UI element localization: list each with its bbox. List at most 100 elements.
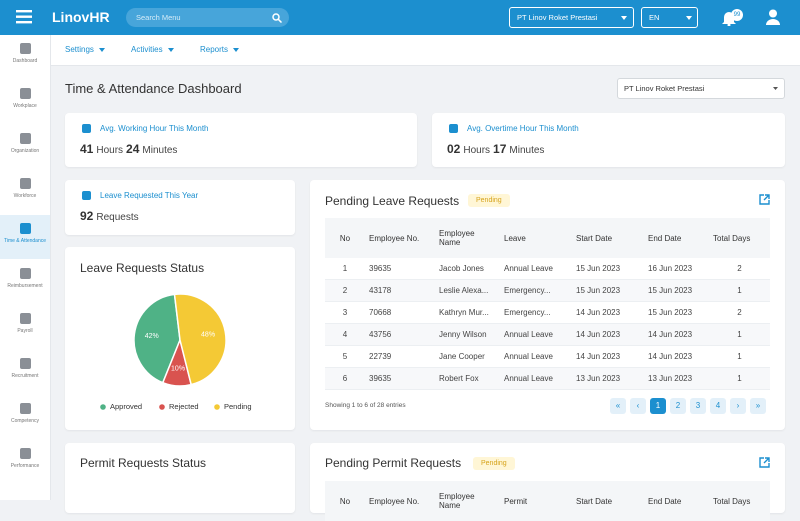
subnav-item[interactable]: Settings bbox=[65, 45, 105, 54]
search-box[interactable]: Search Menu bbox=[126, 8, 289, 27]
table-cell: 15 Jun 2023 bbox=[644, 301, 709, 324]
sidebar-item[interactable]: Recruitment bbox=[0, 350, 50, 394]
sidebar-item[interactable]: Workplace bbox=[0, 80, 50, 124]
page-button[interactable]: 1 bbox=[650, 398, 666, 414]
open-link[interactable] bbox=[759, 457, 770, 468]
search-placeholder: Search Menu bbox=[136, 13, 181, 22]
subnav-label: Activities bbox=[131, 45, 163, 54]
sidebar-item[interactable]: Workforce bbox=[0, 170, 50, 214]
slice-label: 42% bbox=[145, 333, 159, 340]
pending-permit-card: Pending Permit Requests Pending No Employ… bbox=[310, 443, 785, 521]
language-select[interactable]: EN bbox=[641, 7, 698, 28]
sidebar-item[interactable]: Time & Attendance bbox=[0, 215, 50, 259]
stat-unit: Hours bbox=[463, 145, 491, 156]
slice-label: 10% bbox=[171, 365, 185, 372]
table-cell: 13 Jun 2023 bbox=[644, 367, 709, 390]
table-cell: 1 bbox=[709, 367, 770, 390]
page-button[interactable]: › bbox=[730, 398, 746, 414]
table-cell: Kathryn Mur... bbox=[435, 301, 500, 324]
pie-slice[interactable] bbox=[173, 293, 227, 386]
sidebar-label: Workplace bbox=[13, 103, 37, 109]
column-header: Leave bbox=[500, 218, 572, 258]
company-filter-value: PT Linov Roket Prestasi bbox=[624, 84, 705, 93]
company-filter[interactable]: PT Linov Roket Prestasi bbox=[617, 78, 785, 99]
sidebar-icon bbox=[19, 403, 31, 414]
table-cell: 22739 bbox=[365, 345, 435, 368]
table-cell: 70668 bbox=[365, 301, 435, 324]
column-header: Start Date bbox=[572, 481, 644, 521]
table-cell: 1 bbox=[325, 258, 365, 280]
page-button[interactable]: » bbox=[750, 398, 766, 414]
subnav-item[interactable]: Activities bbox=[131, 45, 174, 54]
icon-shape bbox=[19, 403, 31, 414]
sidebar-icon bbox=[19, 223, 31, 234]
sidebar-label: Payroll bbox=[17, 328, 33, 334]
stat-value: 92 Requests bbox=[80, 209, 142, 223]
sidebar-item[interactable]: Organization bbox=[0, 125, 50, 169]
column-header: Employee No. bbox=[365, 481, 435, 521]
table-row[interactable]: 6 39635 Robert Fox Annual Leave 13 Jun 2023 1… bbox=[325, 367, 770, 390]
table-cell: 14 Jun 2023 bbox=[644, 323, 709, 346]
table-row[interactable]: 2 43178 Leslie Alexa... Emergency... 15 Jun … bbox=[325, 279, 770, 302]
subnav-item[interactable]: Reports bbox=[200, 45, 240, 54]
sidebar-icon bbox=[19, 43, 31, 54]
table-row[interactable]: 1 39635 Jacob Jones Annual Leave 15 Jun 2023… bbox=[325, 258, 770, 280]
table-cell: Emergency... bbox=[500, 301, 572, 324]
table-row[interactable]: 4 43756 Jenny Wilson Annual Leave 14 Jun 202… bbox=[325, 323, 770, 346]
column-header: No bbox=[325, 481, 365, 521]
sidebar-icon bbox=[19, 268, 31, 279]
logo[interactable]: LinovHR bbox=[52, 9, 110, 25]
top-bar: LinovHR Search Menu PT Linov Roket Prest… bbox=[0, 0, 800, 35]
caret bbox=[686, 16, 692, 20]
page-button[interactable]: ‹ bbox=[630, 398, 646, 414]
pie-slice[interactable] bbox=[133, 293, 181, 384]
page-button[interactable]: 4 bbox=[710, 398, 726, 414]
sidebar-item[interactable]: Performance bbox=[0, 440, 50, 484]
stat-number: 41 bbox=[80, 142, 94, 156]
notification-badge: 99 bbox=[731, 9, 743, 21]
stat-unit: Requests bbox=[96, 212, 139, 223]
icon-shape bbox=[19, 223, 31, 234]
menu-button[interactable] bbox=[16, 10, 32, 24]
table-row[interactable]: 3 70668 Kathryn Mur... Emergency... 14 Jun 2… bbox=[325, 301, 770, 324]
table-cell: 16 Jun 2023 bbox=[644, 258, 709, 280]
icon-shape bbox=[19, 88, 31, 99]
open-link[interactable] bbox=[759, 194, 770, 205]
caret bbox=[98, 47, 105, 52]
card-title: Permit Requests Status bbox=[80, 456, 207, 470]
table-cell: 2 bbox=[325, 279, 365, 302]
sidebar-icon bbox=[19, 358, 31, 369]
table-cell: 15 Jun 2023 bbox=[572, 258, 644, 280]
sidebar-item[interactable]: Reimbursement bbox=[0, 260, 50, 304]
sidebar-item[interactable]: Payroll bbox=[0, 305, 50, 349]
sidebar: Dashboard Workplace Organization Workforce T… bbox=[0, 35, 51, 500]
page-button[interactable]: « bbox=[610, 398, 626, 414]
user-icon[interactable] bbox=[766, 9, 780, 25]
sidebar-item[interactable]: Dashboard bbox=[0, 35, 50, 79]
legend-label[interactable]: Pending bbox=[224, 402, 252, 411]
column-header: No bbox=[325, 218, 365, 258]
stat-card: Avg. Working Hour This Month 41 Hours 24 Min… bbox=[65, 113, 417, 167]
caret bbox=[621, 16, 627, 20]
caret bbox=[773, 87, 778, 90]
table-cell: 14 Jun 2023 bbox=[572, 323, 644, 346]
column-header: Employee No. bbox=[365, 218, 435, 258]
company-select[interactable]: PT Linov Roket Prestasi bbox=[509, 7, 634, 28]
permit-status-card: Permit Requests Status bbox=[65, 443, 295, 513]
stat-unit: Minutes bbox=[142, 145, 178, 156]
table-cell: Annual Leave bbox=[500, 258, 572, 280]
legend-label[interactable]: Approved bbox=[110, 402, 142, 411]
sidebar-label: Workforce bbox=[13, 193, 37, 199]
sidebar-icon bbox=[19, 448, 31, 459]
table-cell: Leslie Alexa... bbox=[435, 279, 500, 302]
page-button[interactable]: 2 bbox=[670, 398, 686, 414]
leave-table: No Employee No. Employee Name Leave Start Da… bbox=[325, 218, 770, 390]
table-cell: 39635 bbox=[365, 258, 435, 280]
sidebar-item[interactable]: Competency bbox=[0, 395, 50, 439]
page-button[interactable]: 3 bbox=[690, 398, 706, 414]
table-cell: 14 Jun 2023 bbox=[572, 345, 644, 368]
legend-label[interactable]: Rejected bbox=[169, 402, 199, 411]
stat-label: Avg. Overtime Hour This Month bbox=[467, 124, 579, 133]
table-row[interactable]: 5 22739 Jane Cooper Annual Leave 14 Jun 2023… bbox=[325, 345, 770, 368]
card-title: Pending Leave Requests bbox=[325, 194, 460, 208]
